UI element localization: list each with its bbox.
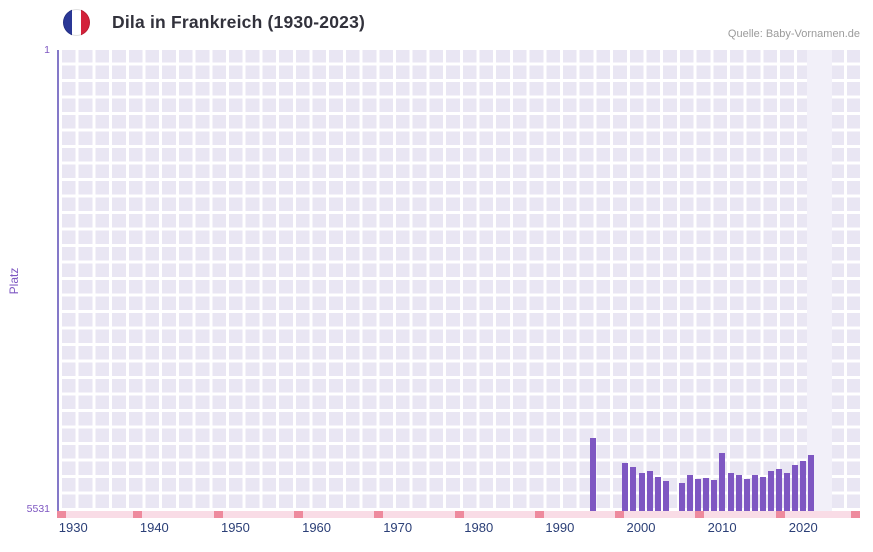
x-axis-tick [57, 511, 66, 518]
bar-2007[interactable] [695, 479, 702, 511]
bar-2000[interactable] [638, 472, 645, 511]
x-tick-label-2000: 2000 [626, 520, 656, 535]
bar-2021[interactable] [808, 455, 815, 511]
source-credit: Quelle: Baby-Vornamen.de [727, 28, 860, 40]
x-axis-tick [293, 511, 303, 518]
bar-2014[interactable] [751, 475, 758, 511]
x-axis-tick [851, 511, 860, 518]
recent-years-band [807, 50, 832, 511]
x-axis-tick [133, 511, 143, 518]
x-axis-tick [534, 511, 544, 518]
bar-2016[interactable] [768, 470, 774, 511]
y-axis-title: Platz [7, 267, 21, 295]
bar-2017[interactable] [776, 469, 783, 511]
x-tick-label-1990: 1990 [545, 520, 575, 535]
x-axis-tick [374, 511, 384, 518]
y-axis-tick-top: 1 [44, 44, 50, 56]
x-axis-labels: 1930 1940 1950 1960 1970 1980 1990 2000 2010 2020 [57, 520, 860, 538]
bar-2003[interactable] [662, 480, 669, 511]
x-tick-label-1970: 1970 [383, 520, 413, 535]
x-tick-label-2020: 2020 [788, 520, 818, 535]
bar-2018[interactable] [784, 472, 791, 511]
x-axis-tick [775, 511, 785, 518]
x-tick-label-1960: 1960 [302, 520, 332, 535]
x-tick-label-1980: 1980 [464, 520, 494, 535]
x-axis-tick [615, 511, 625, 518]
chart-title: Dila in Frankreich (1930-2023) [112, 12, 366, 32]
x-tick-label-1930: 1930 [58, 520, 88, 535]
x-tick-label-2010: 2010 [707, 520, 737, 535]
bar-1998[interactable] [622, 462, 629, 511]
bar-2019[interactable] [792, 465, 799, 511]
x-axis-strip [57, 511, 860, 518]
x-axis-tick [454, 511, 464, 518]
x-tick-label-1950: 1950 [220, 520, 250, 535]
x-axis-tick [213, 511, 223, 518]
bar-2006[interactable] [687, 475, 694, 511]
bar-2001[interactable] [646, 470, 653, 511]
bar-2020[interactable] [800, 460, 807, 511]
plot-area [57, 50, 860, 511]
bars-layer [59, 50, 860, 511]
bar-2009[interactable] [711, 480, 718, 511]
bar-2013[interactable] [743, 479, 750, 511]
bar-2010[interactable] [719, 452, 726, 511]
france-flag-icon [63, 9, 90, 36]
bar-2015[interactable] [759, 476, 766, 511]
bar-2005[interactable] [679, 482, 685, 511]
bar-1994[interactable] [590, 438, 596, 511]
bar-2012[interactable] [735, 475, 742, 511]
bar-2002[interactable] [654, 476, 661, 511]
bar-2011[interactable] [727, 472, 734, 511]
bar-2008[interactable] [703, 477, 710, 511]
x-tick-label-1940: 1940 [139, 520, 169, 535]
y-axis-tick-bottom: 5531 [26, 503, 50, 515]
x-axis-tick [695, 511, 705, 518]
bar-1999[interactable] [630, 466, 637, 511]
